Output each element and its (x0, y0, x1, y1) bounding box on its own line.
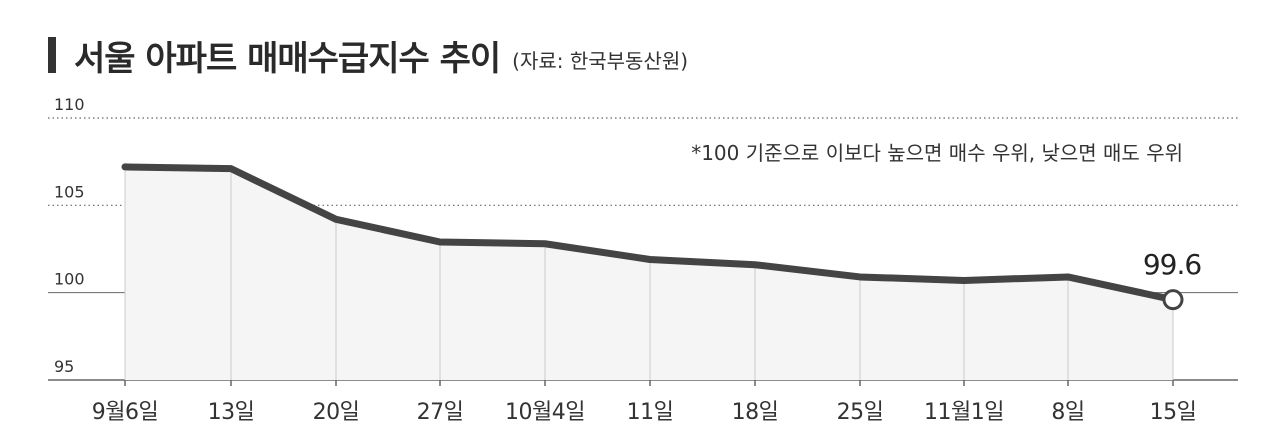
x-tick-label: 10월4일 (505, 400, 585, 425)
chart-title-block: 서울 아파트 매매수급지수 추이 (자료: 한국부동산원) (48, 30, 688, 80)
area-fill-layer (124, 166, 1174, 380)
x-tick-label: 11일 (627, 400, 674, 425)
x-tick-label: 9월6일 (92, 400, 158, 425)
x-tick-label: 25일 (837, 400, 884, 425)
x-tick-label: 27일 (417, 400, 464, 425)
x-axis-ticks: 9월6일 13일 20일 27일 10월4일 11일 18일 25일 11월1일 8일 15일 (92, 380, 1197, 425)
y-axis-ticks: 110 105 100 95 (54, 95, 85, 376)
chart-title: 서울 아파트 매매수급지수 추이 (74, 38, 501, 79)
chart-annotation: *100 기준으로 이보다 높으면 매수 우위, 낮으면 매도 우위 (691, 141, 1183, 165)
chart-source: (자료: 한국부동산원) (512, 48, 689, 73)
x-tick-label: 18일 (732, 400, 779, 425)
y-tick-label: 110 (54, 95, 85, 114)
area-fill (125, 166, 1173, 380)
title-accent-bar (48, 37, 56, 73)
x-tick-label: 20일 (313, 400, 360, 425)
x-tick-label: 13일 (208, 400, 255, 425)
x-tick-label: 8일 (1051, 400, 1084, 425)
last-point-marker (1162, 289, 1184, 311)
data-label-last: 99.6 (1143, 248, 1202, 281)
y-tick-label: 105 (54, 182, 85, 201)
x-tick-label: 11월1일 (924, 400, 1004, 425)
x-tick-label: 15일 (1150, 400, 1197, 425)
y-tick-label: 100 (54, 270, 85, 289)
y-tick-label: 95 (54, 357, 74, 376)
series-line-layer (121, 163, 1184, 311)
series-line (121, 163, 1177, 304)
